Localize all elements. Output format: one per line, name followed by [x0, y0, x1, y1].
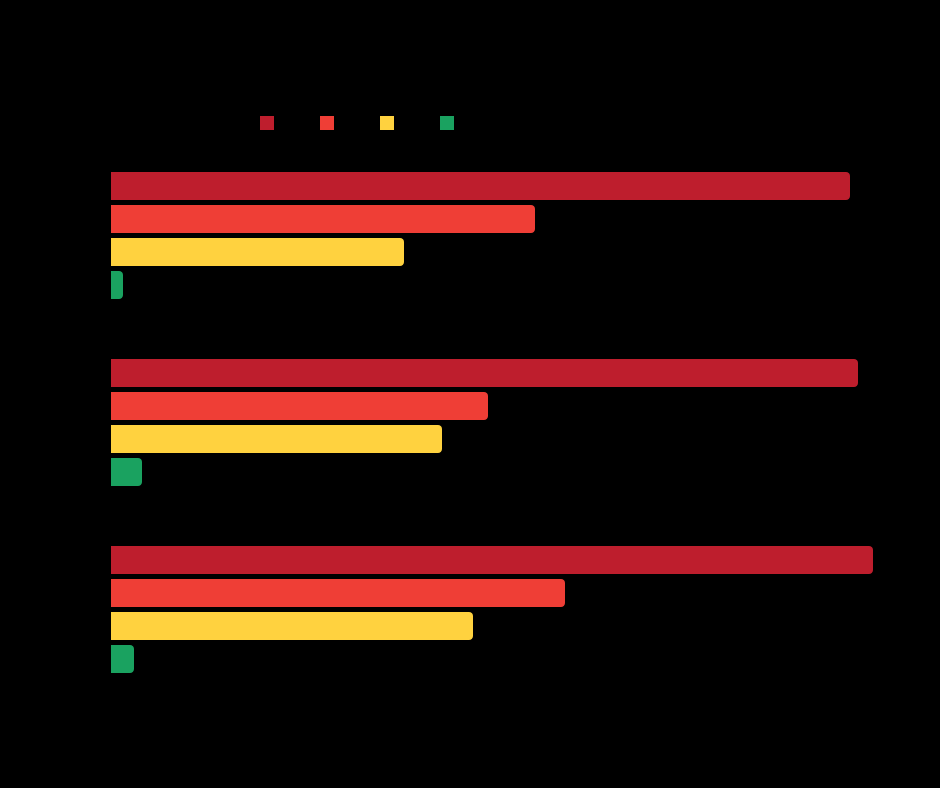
legend-item	[260, 116, 282, 130]
x-tick: 20	[257, 698, 270, 712]
bar-s1	[111, 205, 535, 233]
legend-swatch	[320, 116, 334, 130]
x-tick: 0	[107, 698, 114, 712]
legend-swatch	[440, 116, 454, 130]
bar-s3	[111, 458, 142, 486]
bar-s1	[111, 579, 565, 607]
category-label: Hispanic	[842, 414, 940, 431]
bar-s2	[111, 425, 442, 453]
x-tick: 80	[719, 698, 732, 712]
x-tick: 40	[411, 698, 424, 712]
x-tick: 100	[870, 698, 890, 712]
bar-s2	[111, 238, 404, 266]
bar-s1	[111, 392, 488, 420]
bar-s0	[111, 172, 850, 200]
bar-s0	[111, 546, 873, 574]
legend-swatch	[380, 116, 394, 130]
category-label: Black	[842, 227, 940, 244]
legend	[260, 116, 462, 130]
legend-item	[440, 116, 462, 130]
x-axis-line	[110, 690, 880, 691]
bar-s2	[111, 612, 473, 640]
legend-swatch	[260, 116, 274, 130]
x-tick: 60	[565, 698, 578, 712]
bar-s3	[111, 645, 134, 673]
bar-s3	[111, 271, 123, 299]
bar-s0	[111, 359, 858, 387]
legend-item	[320, 116, 342, 130]
category-label: White	[842, 601, 940, 618]
chart-container: Black Hispanic White 0 20 40 60 80 100	[0, 0, 940, 788]
legend-item	[380, 116, 402, 130]
